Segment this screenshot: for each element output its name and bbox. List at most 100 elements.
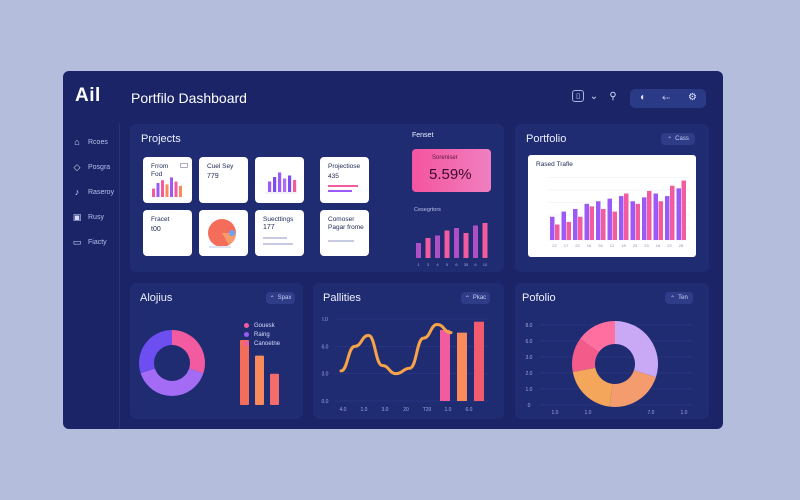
folder-icon: ▭ xyxy=(72,236,82,247)
moon-icon[interactable]: ◖ xyxy=(639,92,646,103)
project-tile[interactable]: Projectiose 435 xyxy=(320,157,369,203)
traffic-bar xyxy=(642,197,647,240)
traffic-bar xyxy=(653,193,658,240)
traffic-bar xyxy=(619,196,624,240)
diamond-icon: ◇ xyxy=(73,161,81,172)
donut-slice xyxy=(615,321,658,378)
grid-icon: ▣ xyxy=(72,211,82,222)
y-tick-label: 6.0 xyxy=(322,344,329,350)
sidebar-item-rcoes[interactable]: ⌂ Rcoes xyxy=(72,135,108,149)
tile-label: Fracet xyxy=(151,216,170,223)
settings-icon[interactable]: ⚙ xyxy=(688,92,697,103)
tile-bar xyxy=(293,180,297,192)
project-tile[interactable]: Comoser Pagar frome xyxy=(320,210,369,256)
legend-swatch xyxy=(244,323,249,328)
sidebar-item-fiacty[interactable]: ▭ Fiacty xyxy=(72,235,107,249)
project-tile[interactable] xyxy=(199,210,248,256)
x-tick-label: 12 xyxy=(610,243,615,248)
alojius-bar xyxy=(270,373,279,405)
chevron-up-icon: ⌃ xyxy=(269,295,275,302)
mini-bar xyxy=(416,243,421,258)
donut-slice xyxy=(139,330,172,374)
project-tile[interactable] xyxy=(255,157,304,203)
pallities-card: Pallities ⌃ Pkac I.0 6.0 3.0 0.0 4.0 1.0 3.0 20… xyxy=(313,283,504,419)
button-label: Cass xyxy=(675,136,689,142)
x-tick-label: 16 xyxy=(656,243,661,248)
y-tick-label: 0.0 xyxy=(322,399,329,405)
chevron-down-icon[interactable]: ⌄ xyxy=(589,90,599,102)
mini-tick: 6 xyxy=(474,262,477,267)
pallities-filter-button[interactable]: ⌃ Pkac xyxy=(461,292,490,304)
traffic-bar xyxy=(624,193,629,240)
mini-bar xyxy=(425,238,431,258)
project-tile[interactable]: Suecttings 177 xyxy=(255,210,304,256)
tile-line xyxy=(263,237,287,239)
x-tick-label: 1.0 xyxy=(445,407,452,413)
x-tick-label: 23 xyxy=(633,243,638,248)
donut-slice xyxy=(572,367,613,407)
pofolio-title: Pofolio xyxy=(522,292,556,304)
projects-card: Projects Frrom Fod Cuel Sey 779 Projecti… xyxy=(130,124,504,272)
tile-line xyxy=(328,240,354,242)
stat-value: 5.59% xyxy=(429,166,472,183)
pallities-title: Pallities xyxy=(323,292,361,304)
legend-item: Canoetne xyxy=(244,339,280,348)
alojius-filter-button[interactable]: ⌃ Spax xyxy=(266,292,295,304)
mini-bar xyxy=(473,225,478,258)
x-tick-label: 7.0 xyxy=(648,410,655,416)
button-label: Spax xyxy=(277,295,292,301)
traffic-bar xyxy=(607,198,612,240)
tile-mini-pie xyxy=(208,219,236,248)
traffic-bar xyxy=(658,201,663,240)
sidebar-item-rusy[interactable]: ▣ Rusy xyxy=(72,210,104,224)
x-tick-label: 22 xyxy=(575,243,580,248)
x-tick-label: 3.0 xyxy=(382,407,389,413)
traffic-bar xyxy=(612,211,617,240)
donut-slice xyxy=(609,370,656,407)
sidebar-item-raseroy[interactable]: ♪ Raseroy xyxy=(72,185,114,199)
legend-item: Raing xyxy=(244,330,280,339)
calendar-icon[interactable]: ▯ xyxy=(571,89,585,103)
mini-bar xyxy=(435,235,440,258)
mini-tick: 6 xyxy=(455,262,458,267)
x-tick-label: 33 xyxy=(644,243,649,248)
mini-tick: 5 xyxy=(446,262,449,267)
tile-mini-bars xyxy=(152,177,182,197)
x-tick-label: 1.0 xyxy=(361,407,368,413)
tile-bar xyxy=(165,184,169,197)
legend-swatch xyxy=(244,341,249,346)
portfolio-title: Portfolio xyxy=(526,133,567,145)
tile-label: Projectiose xyxy=(328,163,361,170)
pofolio-filter-button[interactable]: ⌃ Ten xyxy=(665,292,693,304)
x-tick-label: 22 xyxy=(667,243,672,248)
top-bar: Ail Portfilo Dashboard ▯ ⌄ ⚲ ◖ ⬸ ⚙ xyxy=(63,71,723,121)
alojius-legend: Gouesk Raing Canoetne xyxy=(244,321,280,348)
mini-chart-label: Cesegrtors xyxy=(414,207,441,213)
y-tick-label: 3.0 xyxy=(526,355,533,361)
donut-slice xyxy=(140,368,204,396)
pallities-line xyxy=(339,322,453,376)
sidebar-item-posgra[interactable]: ◇ Posgra xyxy=(72,160,111,174)
traffic-bar xyxy=(561,211,566,240)
user-icon[interactable]: ⚲ xyxy=(609,90,617,102)
project-tile[interactable]: Fracet t00 xyxy=(143,210,192,256)
alojius-card: Alojius ⌃ Spax Gouesk Raing Canoetne xyxy=(130,283,303,419)
x-tick-label: 1.0 xyxy=(585,410,592,416)
project-tile[interactable]: Cuel Sey 779 xyxy=(199,157,248,203)
portfolio-filter-button[interactable]: ⌃ Cass xyxy=(661,133,695,145)
tile-mini-bars xyxy=(265,172,297,194)
alojius-bar xyxy=(240,340,249,405)
tile-line xyxy=(328,185,358,187)
legend-swatch xyxy=(244,332,249,337)
sidebar-item-label: Posgra xyxy=(88,163,111,171)
back-arrow-icon[interactable]: ⬸ xyxy=(662,92,670,103)
chevron-up-icon: ⌃ xyxy=(670,295,676,302)
pofolio-chart: 8.0 6.0 3.0 2.0 1.0 0 1.0 1.0 7.0 1.0 xyxy=(526,321,693,416)
mini-tick: 35 xyxy=(464,262,469,267)
traffic-bar xyxy=(681,180,686,240)
mini-bar xyxy=(463,233,469,258)
traffic-bar xyxy=(555,224,560,240)
donut-slice xyxy=(572,338,599,373)
project-tile[interactable]: Frrom Fod xyxy=(143,157,192,203)
x-tick-label: 16 xyxy=(587,243,592,248)
